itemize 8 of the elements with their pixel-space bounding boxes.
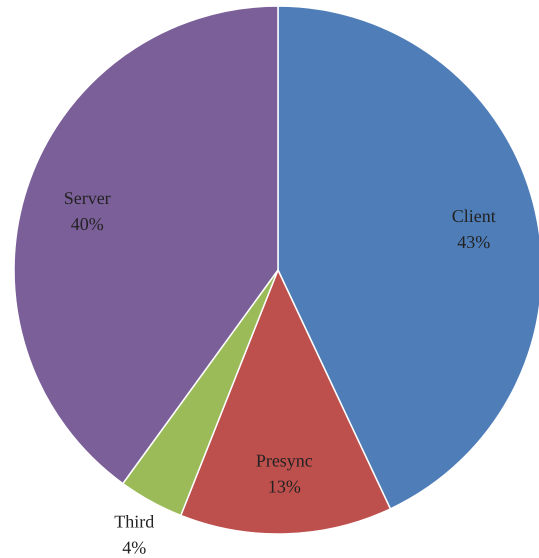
slice-label: Presync	[256, 450, 313, 471]
slice-label: Server	[64, 188, 111, 208]
data-label: 13%	[268, 476, 301, 497]
data-label: 4%	[122, 537, 146, 558]
data-label: 43%	[457, 232, 490, 252]
data-label: 40%	[70, 214, 104, 234]
slice-label: Third	[114, 511, 154, 532]
slice-label: Client	[452, 206, 496, 226]
